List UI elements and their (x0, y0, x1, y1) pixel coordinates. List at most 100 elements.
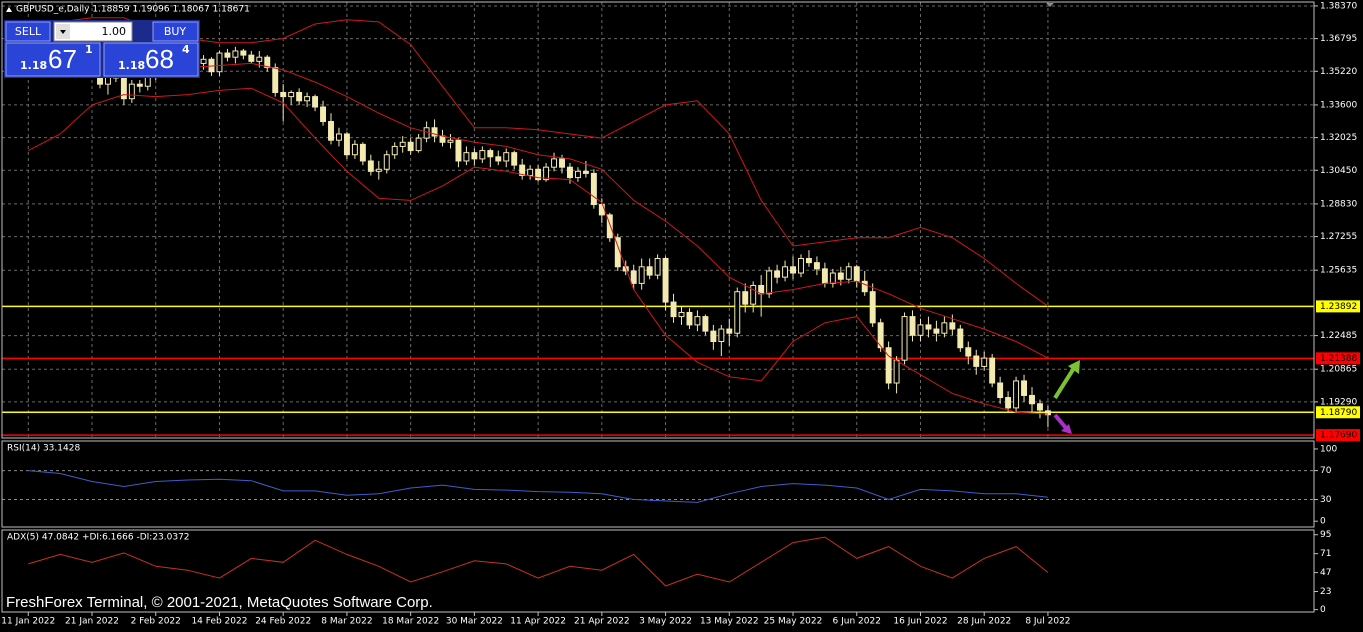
level-label: 1.21388 (1320, 354, 1357, 364)
indicator-line (28, 87, 1048, 415)
panel-border (1, 529, 1315, 613)
candle-body (423, 127, 430, 139)
candle-body (224, 52, 231, 58)
candle-body (774, 270, 781, 278)
y-tick-label: 1.36795 (1320, 34, 1357, 44)
candle-body (837, 272, 844, 280)
candle-body (853, 266, 860, 282)
candle-body (272, 67, 279, 93)
candle-body (925, 324, 932, 330)
buy-button[interactable] (152, 21, 199, 42)
candle-body (447, 139, 454, 143)
x-tick-label: 14 Feb 2022 (191, 617, 247, 627)
candle-body (431, 127, 438, 137)
candle-body (1037, 403, 1043, 411)
x-tick-label: 8 Mar 2022 (321, 617, 372, 627)
candle-body (559, 158, 565, 168)
x-tick-label: 16 Jun 2022 (893, 617, 947, 627)
panel-border (1, 440, 1315, 528)
x-tick-label: 18 Mar 2022 (382, 617, 439, 627)
candle-body (726, 328, 733, 334)
candle-body (590, 172, 597, 206)
candle-body (375, 168, 382, 172)
candle-body (455, 139, 462, 162)
bid-box[interactable] (5, 42, 101, 77)
candle-body (527, 168, 534, 176)
level-label-bg (1316, 352, 1360, 365)
y-tick-label: 30 (1320, 495, 1332, 505)
candle-body (543, 166, 550, 181)
candle-body (742, 291, 749, 305)
candle-body (989, 357, 996, 384)
bid-sup: 1 (85, 43, 93, 56)
y-tick-label: 100 (1320, 444, 1337, 454)
candle-body (343, 133, 350, 156)
level-label: 1.18790 (1320, 408, 1357, 418)
indicator-line (28, 536, 1049, 587)
ask-sup: 4 (182, 43, 190, 56)
candle-body (702, 316, 709, 332)
x-tick-label: 2 Feb 2022 (131, 617, 181, 627)
y-tick-label: 1.27255 (1320, 232, 1357, 242)
lot-input[interactable] (53, 21, 133, 42)
candle-body (328, 121, 334, 141)
candle-body (574, 170, 581, 179)
y-tick-label: 1.25635 (1320, 266, 1357, 276)
x-tick-label: 6 Jun 2022 (833, 617, 881, 627)
candle-body (296, 91, 303, 102)
candle-body (407, 141, 414, 152)
y-tick-label: 1.19290 (1320, 397, 1357, 407)
candle-body (1021, 380, 1028, 396)
y-tick-label: 1.35220 (1320, 67, 1357, 77)
candle-body (630, 270, 637, 284)
sell-button[interactable] (5, 21, 51, 42)
candle-body (216, 52, 223, 73)
candle-body (335, 133, 342, 141)
candle-body (798, 257, 804, 274)
down-arrow-head (1061, 424, 1072, 434)
candle-body (1044, 410, 1051, 416)
ask-main: 68 (145, 44, 174, 74)
ask-prefix: 1.18 (118, 59, 145, 72)
candle-body (670, 301, 677, 318)
rsi-panel (2, 470, 1314, 503)
candle-body (519, 164, 526, 176)
candle-body (582, 170, 589, 174)
candle-body (312, 96, 319, 108)
bid-main: 67 (48, 44, 77, 74)
candle-body (551, 158, 558, 168)
candle-body (415, 137, 422, 152)
candle-body (997, 382, 1004, 399)
candle-body (383, 154, 390, 170)
level-label: 1.17690 (1320, 431, 1357, 441)
up-arrow-head (1068, 360, 1080, 374)
candle-body (662, 257, 669, 303)
ask-box[interactable] (103, 42, 199, 77)
arrows (1053, 360, 1080, 434)
candle-body (957, 328, 964, 349)
candle-body (885, 347, 892, 384)
candle-body (439, 135, 446, 143)
candle-body (973, 355, 980, 367)
down-arrow (1053, 413, 1068, 430)
dropdown-arrow (60, 30, 66, 34)
x-tick-label: 13 May 2022 (700, 617, 759, 627)
panel-title: GBPUSD_e,Daily 1.18859 1.19096 1.18067 1… (16, 5, 250, 15)
candle-body (790, 266, 796, 274)
buy-label: BUY (164, 25, 187, 38)
candle-body (1013, 380, 1020, 409)
x-tick-label: 11 Jan 2022 (1, 617, 55, 627)
candle-body (965, 347, 972, 357)
bid-prefix: 1.18 (20, 59, 47, 72)
candle-body (232, 50, 239, 58)
y-tick-label: 0 (1320, 605, 1326, 615)
candle-body (933, 328, 940, 334)
y-tick-label: 71 (1320, 549, 1331, 559)
x-tick-label: 21 Apr 2022 (574, 617, 630, 627)
candle-body (136, 83, 143, 87)
candle-body (487, 150, 494, 158)
candle-body (981, 357, 988, 367)
candle-body (694, 316, 701, 326)
candle-body (256, 56, 263, 62)
candle-body (128, 83, 135, 100)
